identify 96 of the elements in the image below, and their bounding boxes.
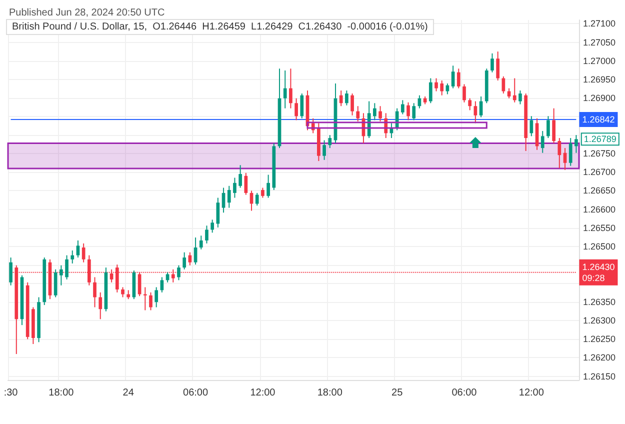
y-tick-label: 1.26900 — [583, 92, 616, 103]
x-tick-label: 06:00 — [183, 388, 208, 398]
candlestick — [451, 65, 455, 89]
chart-subtitle: Published Jun 28, 2024 20:50 UTC — [9, 8, 165, 18]
y-tick-label: 1.27100 — [583, 18, 616, 29]
candlestick — [378, 106, 382, 122]
y-tick-label: 1.26700 — [583, 167, 616, 178]
candlestick — [294, 98, 298, 121]
candlestick — [255, 192, 259, 206]
candlestick — [372, 102, 376, 121]
y-tick-label: 1.26750 — [583, 148, 616, 159]
candlestick — [82, 242, 86, 263]
x-tick-label: 18:00 — [48, 388, 74, 398]
candlestick — [428, 78, 432, 104]
candlestick — [238, 164, 242, 188]
y-tick-label: 1.26600 — [583, 204, 616, 214]
candlestick — [121, 286, 124, 298]
y-tick-label: 1.26200 — [583, 352, 616, 363]
candlestick — [367, 100, 371, 139]
x-tick-label: 12:00 — [518, 388, 544, 398]
candlestick — [233, 177, 236, 198]
text: 1.26789 — [584, 134, 616, 144]
candlestick — [412, 102, 416, 121]
candlestick — [350, 92, 354, 116]
candlestick — [143, 286, 147, 311]
candlestick — [356, 106, 360, 122]
ref-line-label: 1.26842 — [582, 114, 615, 124]
candlestick — [210, 219, 214, 234]
y-tick-label: 1.27000 — [583, 56, 616, 66]
candlestick — [462, 84, 466, 103]
candlestick — [546, 116, 550, 139]
candlestick — [502, 76, 506, 94]
y-tick-label: 1.26500 — [583, 241, 616, 252]
y-tick-label: 1.26300 — [583, 316, 616, 326]
candlestick — [474, 100, 478, 124]
candlestick — [406, 102, 410, 121]
y-tick-label: 1.26950 — [583, 74, 616, 84]
y-tick-label: 1.27050 — [583, 37, 616, 48]
candlestick — [70, 250, 74, 264]
candlestick — [468, 98, 472, 111]
candlestick — [93, 276, 96, 308]
candlestick — [300, 92, 304, 119]
candlestick — [194, 236, 198, 266]
candlestick — [322, 140, 326, 160]
candlestick — [216, 197, 220, 228]
candlestick — [540, 130, 544, 154]
candlestick — [400, 100, 404, 115]
candlestick — [76, 240, 80, 258]
candlestick — [345, 90, 348, 106]
candlestick — [456, 68, 460, 89]
candlestick — [166, 272, 170, 283]
candlestick — [154, 286, 158, 308]
candlestick — [261, 187, 264, 198]
candlestick — [227, 185, 231, 208]
candlestick — [54, 268, 58, 298]
candlestick — [530, 116, 534, 137]
candlestick — [65, 254, 68, 280]
candlestick — [9, 257, 12, 286]
y-tick-label: 1.26250 — [583, 334, 616, 344]
y-tick-label: 1.26150 — [583, 371, 616, 382]
x-tick-label: 25 — [392, 388, 404, 398]
candlestick — [434, 78, 438, 92]
x-tick-label: 18:00 — [317, 388, 343, 398]
candlestick — [446, 82, 450, 95]
candlestick — [552, 108, 556, 144]
candlestick — [490, 52, 494, 73]
candlestick — [244, 172, 248, 196]
candlestick — [339, 90, 343, 107]
candlestick — [283, 70, 287, 109]
candlestick — [149, 292, 152, 311]
y-tick-label: 1.26650 — [583, 186, 616, 196]
candlestick — [328, 134, 332, 149]
candlestick — [568, 138, 572, 166]
candlestick — [177, 264, 180, 281]
x-tick-label: :30 — [4, 388, 18, 398]
ref-line-label: 1.26430 09:28 — [582, 262, 615, 283]
candlestick — [574, 134, 578, 154]
candlestick — [440, 80, 444, 96]
chart-title: British Pound / U.S. Dollar, 15, O1.26446 H1.26459 L1.26429 C1.26430 -0.00016 (-0.01%) — [12, 22, 428, 32]
candlestick — [496, 51, 500, 81]
candlestick — [205, 225, 208, 244]
candlestick — [558, 138, 562, 169]
candlestick — [199, 235, 203, 250]
candlestick — [182, 252, 186, 270]
y-tick-label: 1.26350 — [583, 297, 616, 308]
candlestick — [98, 292, 102, 320]
candlestick — [60, 264, 63, 286]
candlestick — [289, 68, 292, 109]
candlestick — [266, 174, 270, 198]
x-tick-label: 24 — [122, 388, 134, 398]
x-tick-label: 06:00 — [452, 388, 478, 398]
x-tick-label: 12:00 — [250, 388, 276, 398]
y-tick-label: 1.26550 — [583, 222, 616, 233]
candlestick — [222, 187, 226, 214]
candlestick — [518, 90, 522, 105]
candlestick — [512, 78, 516, 103]
